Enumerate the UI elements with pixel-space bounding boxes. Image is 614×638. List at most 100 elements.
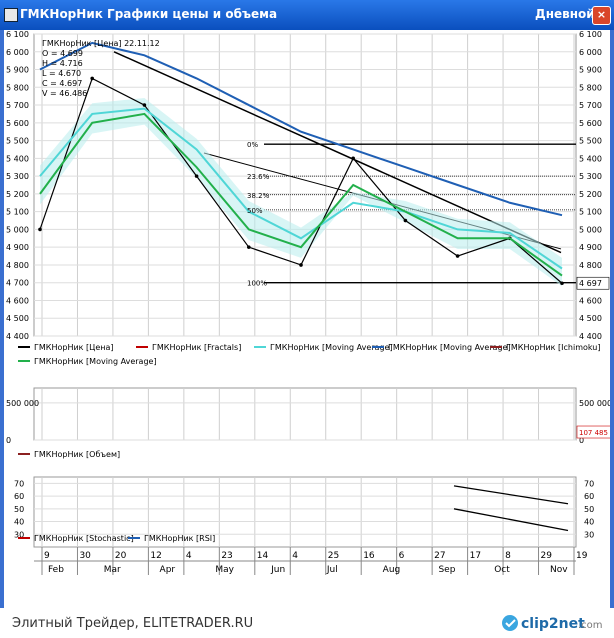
info-line: V = 46.486 (42, 89, 87, 98)
price-tick-right: 5 000 (579, 225, 602, 234)
period-label[interactable]: Дневной (535, 7, 595, 21)
legend-label: ГМКНорНик [Ichimoku] (506, 343, 600, 352)
window-titlebar: ГМКНорНик Графики цены и объема Дневной … (0, 0, 614, 30)
x-day-label: 8 (505, 551, 511, 561)
price-tick-right: 5 700 (579, 101, 602, 110)
osc-channel-bottom (453, 508, 569, 532)
x-day-label: 19 (576, 551, 588, 561)
price-tick-right: 5 300 (579, 172, 602, 181)
osc-tick-left: 50 (14, 505, 24, 514)
price-tick-left: 4 800 (6, 261, 29, 270)
series-point (194, 174, 199, 178)
series-point (351, 156, 356, 161)
volume-tick-left: 0 (6, 436, 11, 445)
legend-label: ГМКНорНик [Moving Average] (270, 343, 393, 352)
price-tick-left: 6 100 (6, 30, 29, 39)
logo-text: clip2net (521, 616, 585, 632)
series-point (90, 76, 94, 81)
price-tick-right: 4 900 (579, 243, 602, 252)
x-day-label: 9 (44, 551, 50, 561)
legend-label: ГМКНорНик [Цена] (34, 343, 114, 352)
last-price-box (576, 276, 610, 290)
x-day-label: 14 (257, 551, 269, 561)
clip2net-logo[interactable]: clip2net .com (500, 611, 610, 635)
series-point (560, 281, 564, 286)
volume-tick-left: 500 000 (6, 399, 39, 408)
x-day-label: 20 (115, 551, 127, 561)
series-point (299, 263, 303, 267)
x-month-label: Feb (48, 565, 64, 575)
info-line: H = 4.716 (42, 59, 83, 68)
series-point (403, 218, 408, 223)
x-month-label: Aug (383, 565, 401, 575)
osc-channel-top (453, 485, 569, 505)
x-month-label: Jul (326, 565, 338, 575)
x-day-label: 25 (328, 551, 339, 561)
series-point (38, 227, 42, 232)
logo-suffix: .com (578, 620, 603, 631)
osc-legend-label: ГМКНорНик [RSI] (144, 534, 215, 543)
series-point (142, 103, 147, 107)
price-tick-left: 5 000 (6, 225, 29, 234)
level-label: 0% (247, 141, 258, 149)
info-line: L = 4.670 (42, 69, 81, 78)
series-line-2 (39, 41, 563, 217)
level-label: 23.6% (247, 173, 270, 181)
price-tick-left: 5 700 (6, 101, 29, 110)
x-month-label: Jun (270, 565, 285, 575)
osc-tick-left: 70 (14, 479, 24, 488)
volume-legend-label: ГМКНорНик [Объем] (34, 450, 120, 459)
x-day-label: 17 (470, 551, 481, 561)
legend-label: ГМКНорНик [Moving Average] (388, 343, 511, 352)
series-point (455, 254, 460, 258)
price-tick-right: 5 800 (579, 83, 602, 92)
price-tick-left: 5 500 (6, 137, 29, 146)
app-icon (4, 8, 18, 22)
x-month-label: Oct (494, 565, 510, 575)
osc-legend-label: ГМКНорНик [Stochastic] (34, 534, 134, 543)
price-tick-left: 4 500 (6, 314, 29, 323)
volume-tick-right: 0 (579, 436, 584, 445)
level-label: 50% (247, 207, 263, 215)
price-tick-left: 4 900 (6, 243, 29, 252)
info-line: ГМКНорНик [Цена] 22.11.12 (42, 39, 160, 48)
x-month-label: Sep (438, 565, 455, 575)
x-month-label: Apr (160, 565, 176, 575)
price-tick-left: 4 600 (6, 296, 29, 305)
price-tick-right: 5 400 (579, 154, 602, 163)
series-point (247, 245, 251, 249)
price-tick-left: 5 600 (6, 119, 29, 128)
chart-canvas[interactable]: 9 30 20 12 4 23 14 4 25 16 6 27 17 8 29 19 Feb Mar Apr May J… (4, 30, 612, 608)
level-label: 38.2% (247, 192, 270, 200)
price-tick-left: 5 800 (6, 83, 29, 92)
footer-site[interactable]: Элитный Трейдер, ELITETRADER.RU (12, 616, 254, 631)
ichimoku-cloud (40, 97, 562, 287)
series-line-1 (39, 107, 563, 270)
footer: Элитный Трейдер, ELITETRADER.RU clip2net… (0, 608, 614, 638)
price-tick-right: 4 800 (579, 261, 602, 270)
close-button[interactable]: × (592, 6, 611, 25)
info-line: C = 4.697 (42, 79, 82, 88)
x-month-label: Nov (550, 565, 568, 575)
price-tick-right: 5 900 (579, 66, 602, 75)
osc-tick-left: 60 (14, 492, 24, 501)
price-tick-left: 6 000 (6, 48, 29, 57)
trendline-down (113, 51, 562, 254)
osc-tick-right: 40 (584, 518, 594, 527)
price-tick-left: 5 200 (6, 190, 29, 199)
price-tick-right: 6 000 (579, 48, 602, 57)
price-tick-left: 4 700 (6, 279, 29, 288)
series-line-3 (39, 112, 563, 277)
chart-frame: 9 30 20 12 4 23 14 4 25 16 6 27 17 8 29 19 Feb Mar Apr May J… (0, 30, 614, 608)
x-day-label: 4 (292, 551, 298, 561)
x-day-label: 6 (399, 551, 405, 561)
x-month-label: May (215, 565, 234, 575)
osc-tick-right: 60 (584, 492, 594, 501)
x-day-label: 29 (541, 551, 553, 561)
price-tick-right: 5 100 (579, 208, 602, 217)
info-line: O = 4.699 (42, 49, 83, 58)
volume-last-label: 107 485 (579, 429, 608, 437)
price-tick-left: 5 900 (6, 66, 29, 75)
x-day-label: 27 (434, 551, 445, 561)
price-tick-right: 4 400 (579, 332, 602, 341)
